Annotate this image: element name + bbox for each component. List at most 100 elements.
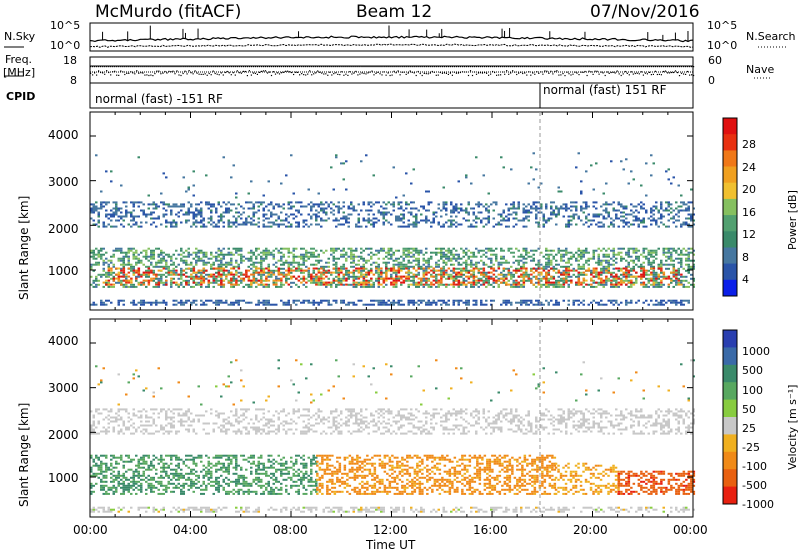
power-cell bbox=[612, 279, 615, 282]
power-cell bbox=[187, 251, 190, 254]
freq-dot bbox=[110, 66, 112, 68]
freq-dot bbox=[425, 66, 427, 68]
power-cell bbox=[482, 269, 486, 272]
nave-dot bbox=[642, 74, 644, 76]
power-cell bbox=[225, 261, 228, 264]
nave-dot bbox=[381, 74, 383, 76]
nave-dot bbox=[622, 73, 624, 75]
power-cell bbox=[462, 283, 466, 286]
power-cell bbox=[180, 299, 183, 302]
power-cell bbox=[575, 213, 578, 216]
power-cell bbox=[652, 275, 655, 278]
power-cell bbox=[347, 221, 350, 224]
power-cell bbox=[227, 271, 230, 274]
power-cell bbox=[505, 261, 508, 264]
power-cell bbox=[467, 275, 471, 278]
power-cell bbox=[322, 211, 325, 214]
power-cell bbox=[225, 273, 228, 276]
power-cell bbox=[165, 263, 168, 266]
power-cell bbox=[610, 279, 613, 282]
power-cell bbox=[372, 273, 376, 276]
power-cell bbox=[327, 277, 330, 280]
power-cell bbox=[152, 203, 155, 206]
power-cell bbox=[372, 221, 375, 224]
nave-dot bbox=[172, 70, 174, 72]
power-cell bbox=[595, 273, 598, 276]
nave-dot bbox=[552, 73, 554, 75]
power-cell bbox=[310, 279, 313, 282]
power-cell bbox=[457, 275, 460, 278]
power-cell bbox=[195, 261, 198, 264]
power-cell bbox=[620, 281, 623, 284]
power-cell bbox=[237, 267, 241, 270]
power-cell bbox=[222, 215, 225, 218]
freq-dot bbox=[652, 66, 654, 68]
power-cell bbox=[92, 255, 95, 258]
power-cell bbox=[277, 251, 280, 254]
power-cell bbox=[650, 207, 653, 210]
power-cell bbox=[230, 203, 233, 206]
power-cell bbox=[297, 285, 300, 288]
power-cell bbox=[457, 273, 461, 276]
power-cell bbox=[332, 257, 335, 260]
power-cell bbox=[252, 261, 255, 264]
power-cell bbox=[682, 203, 685, 206]
power-cell bbox=[595, 223, 598, 226]
power-cell bbox=[342, 162, 345, 165]
nave-dot bbox=[530, 74, 532, 76]
freq-dot bbox=[598, 66, 600, 68]
power-cell bbox=[625, 269, 628, 272]
power-cell bbox=[570, 263, 573, 266]
freq-dot bbox=[329, 66, 331, 68]
power-cell bbox=[592, 201, 595, 204]
power-cell bbox=[597, 283, 600, 286]
freq-dot bbox=[590, 66, 592, 68]
power-cell bbox=[182, 303, 185, 306]
power-cell bbox=[185, 249, 188, 252]
power-cell bbox=[502, 267, 506, 270]
power-cell bbox=[487, 219, 490, 222]
power-cell bbox=[250, 283, 253, 286]
power-cell bbox=[232, 221, 235, 224]
power-cell bbox=[522, 217, 525, 220]
power-cell bbox=[602, 281, 606, 284]
power-cell bbox=[372, 261, 375, 264]
power-cell bbox=[580, 249, 583, 252]
power-cell bbox=[345, 251, 348, 254]
power-cell bbox=[352, 205, 355, 208]
power-cell bbox=[297, 255, 300, 258]
power-cell bbox=[667, 213, 670, 216]
power-cell bbox=[482, 279, 485, 282]
power-cell bbox=[420, 281, 423, 284]
power-cell bbox=[212, 225, 215, 228]
power-cell bbox=[680, 263, 683, 266]
power-cell bbox=[317, 223, 320, 226]
power-cell bbox=[110, 277, 113, 280]
power-cell bbox=[455, 279, 458, 282]
nave-dot bbox=[313, 73, 315, 75]
power-cell bbox=[640, 267, 643, 270]
power-cell bbox=[122, 275, 126, 278]
power-cell bbox=[120, 259, 123, 262]
power-cell bbox=[615, 281, 618, 284]
power-cell bbox=[337, 209, 340, 212]
power-cell bbox=[182, 259, 185, 262]
power-cell bbox=[237, 263, 240, 266]
power-cell bbox=[282, 275, 286, 278]
nave-dot bbox=[254, 72, 256, 74]
power-cell bbox=[112, 253, 115, 256]
noise-traces bbox=[89, 25, 694, 48]
power-cell bbox=[285, 259, 288, 262]
power-cell bbox=[542, 277, 546, 280]
power-cell bbox=[547, 261, 550, 264]
power-cell bbox=[560, 190, 563, 193]
power-cell bbox=[262, 223, 265, 226]
power-cell bbox=[542, 217, 545, 220]
power-cell bbox=[487, 283, 490, 286]
power-cell bbox=[447, 257, 450, 260]
power-cell bbox=[260, 201, 263, 204]
power-cell bbox=[517, 267, 520, 270]
power-cell bbox=[417, 209, 420, 212]
power-cell bbox=[457, 267, 460, 270]
power-cell bbox=[282, 223, 285, 226]
